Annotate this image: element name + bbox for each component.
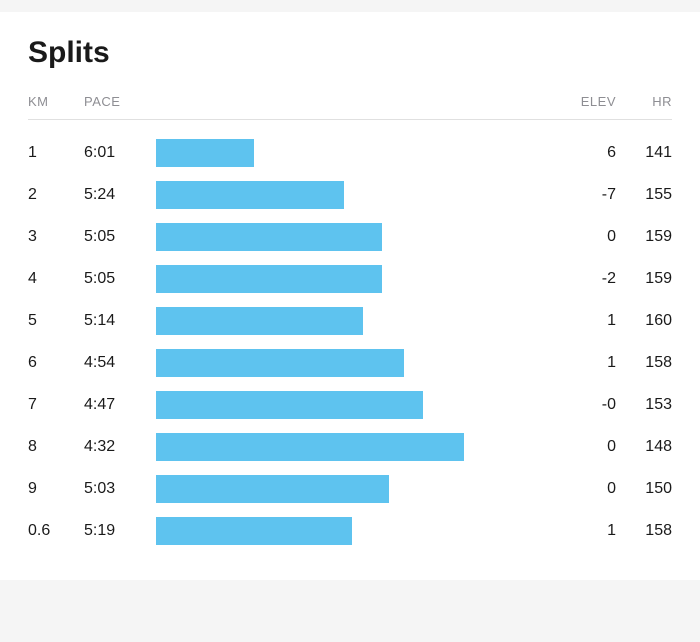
pace-bar — [156, 265, 382, 293]
cell-km: 5 — [28, 312, 84, 330]
cell-bar — [156, 475, 544, 503]
cell-km: 1 — [28, 144, 84, 162]
table-body: 16:01614125:24-715535:05015945:05-215955… — [28, 132, 672, 552]
cell-pace: 5:03 — [84, 480, 156, 498]
cell-hr: 160 — [616, 312, 672, 330]
cell-pace: 5:05 — [84, 270, 156, 288]
cell-bar — [156, 517, 544, 545]
cell-bar — [156, 223, 544, 251]
cell-hr: 158 — [616, 354, 672, 372]
cell-hr: 159 — [616, 228, 672, 246]
bar-track — [156, 307, 532, 335]
pace-bar — [156, 139, 254, 167]
bar-track — [156, 391, 532, 419]
cell-km: 3 — [28, 228, 84, 246]
cell-bar — [156, 391, 544, 419]
cell-bar — [156, 307, 544, 335]
cell-bar — [156, 139, 544, 167]
table-row: 74:47 -0153 — [28, 384, 672, 426]
table-row: 35:05 0159 — [28, 216, 672, 258]
cell-elev: 0 — [544, 480, 616, 498]
cell-km: 6 — [28, 354, 84, 372]
cell-hr: 141 — [616, 144, 672, 162]
cell-hr: 148 — [616, 438, 672, 456]
table-row: 25:24 -7155 — [28, 174, 672, 216]
cell-elev: 0 — [544, 438, 616, 456]
cell-elev: 1 — [544, 312, 616, 330]
table-row: 55:14 1160 — [28, 300, 672, 342]
cell-pace: 4:47 — [84, 396, 156, 414]
pace-bar — [156, 517, 352, 545]
cell-elev: 1 — [544, 354, 616, 372]
cell-km: 7 — [28, 396, 84, 414]
cell-elev: -0 — [544, 396, 616, 414]
table-row: 45:05 -2159 — [28, 258, 672, 300]
cell-bar — [156, 265, 544, 293]
table-row: 64:54 1158 — [28, 342, 672, 384]
cell-pace: 5:05 — [84, 228, 156, 246]
bar-track — [156, 349, 532, 377]
table-header: KM PACE ELEV HR — [28, 94, 672, 120]
bar-track — [156, 265, 532, 293]
pace-bar — [156, 391, 423, 419]
bar-track — [156, 433, 532, 461]
header-pace: PACE — [84, 94, 156, 109]
cell-pace: 5:19 — [84, 522, 156, 540]
header-km: KM — [28, 94, 84, 109]
header-elev: ELEV — [544, 94, 616, 109]
cell-pace: 4:54 — [84, 354, 156, 372]
cell-pace: 6:01 — [84, 144, 156, 162]
splits-card: Splits KM PACE ELEV HR 16:01614125:24-71… — [0, 12, 700, 580]
cell-pace: 5:24 — [84, 186, 156, 204]
table-row: 95:03 0150 — [28, 468, 672, 510]
cell-hr: 153 — [616, 396, 672, 414]
bar-track — [156, 139, 532, 167]
cell-pace: 4:32 — [84, 438, 156, 456]
cell-hr: 159 — [616, 270, 672, 288]
cell-hr: 150 — [616, 480, 672, 498]
pace-bar — [156, 433, 464, 461]
header-hr: HR — [616, 94, 672, 109]
cell-elev: -7 — [544, 186, 616, 204]
cell-bar — [156, 349, 544, 377]
cell-bar — [156, 181, 544, 209]
cell-elev: 1 — [544, 522, 616, 540]
cell-pace: 5:14 — [84, 312, 156, 330]
cell-km: 8 — [28, 438, 84, 456]
card-title: Splits — [28, 36, 672, 70]
table-row: 16:01 6141 — [28, 132, 672, 174]
cell-km: 4 — [28, 270, 84, 288]
bar-track — [156, 223, 532, 251]
cell-hr: 158 — [616, 522, 672, 540]
pace-bar — [156, 223, 382, 251]
pace-bar — [156, 307, 363, 335]
pace-bar — [156, 181, 344, 209]
cell-elev: 0 — [544, 228, 616, 246]
bar-track — [156, 181, 532, 209]
cell-elev: 6 — [544, 144, 616, 162]
cell-hr: 155 — [616, 186, 672, 204]
pace-bar — [156, 349, 404, 377]
table-row: 0.65:19 1158 — [28, 510, 672, 552]
bar-track — [156, 475, 532, 503]
table-row: 84:32 0148 — [28, 426, 672, 468]
cell-bar — [156, 433, 544, 461]
cell-km: 0.6 — [28, 522, 84, 540]
cell-km: 2 — [28, 186, 84, 204]
cell-km: 9 — [28, 480, 84, 498]
cell-elev: -2 — [544, 270, 616, 288]
bar-track — [156, 517, 532, 545]
pace-bar — [156, 475, 389, 503]
